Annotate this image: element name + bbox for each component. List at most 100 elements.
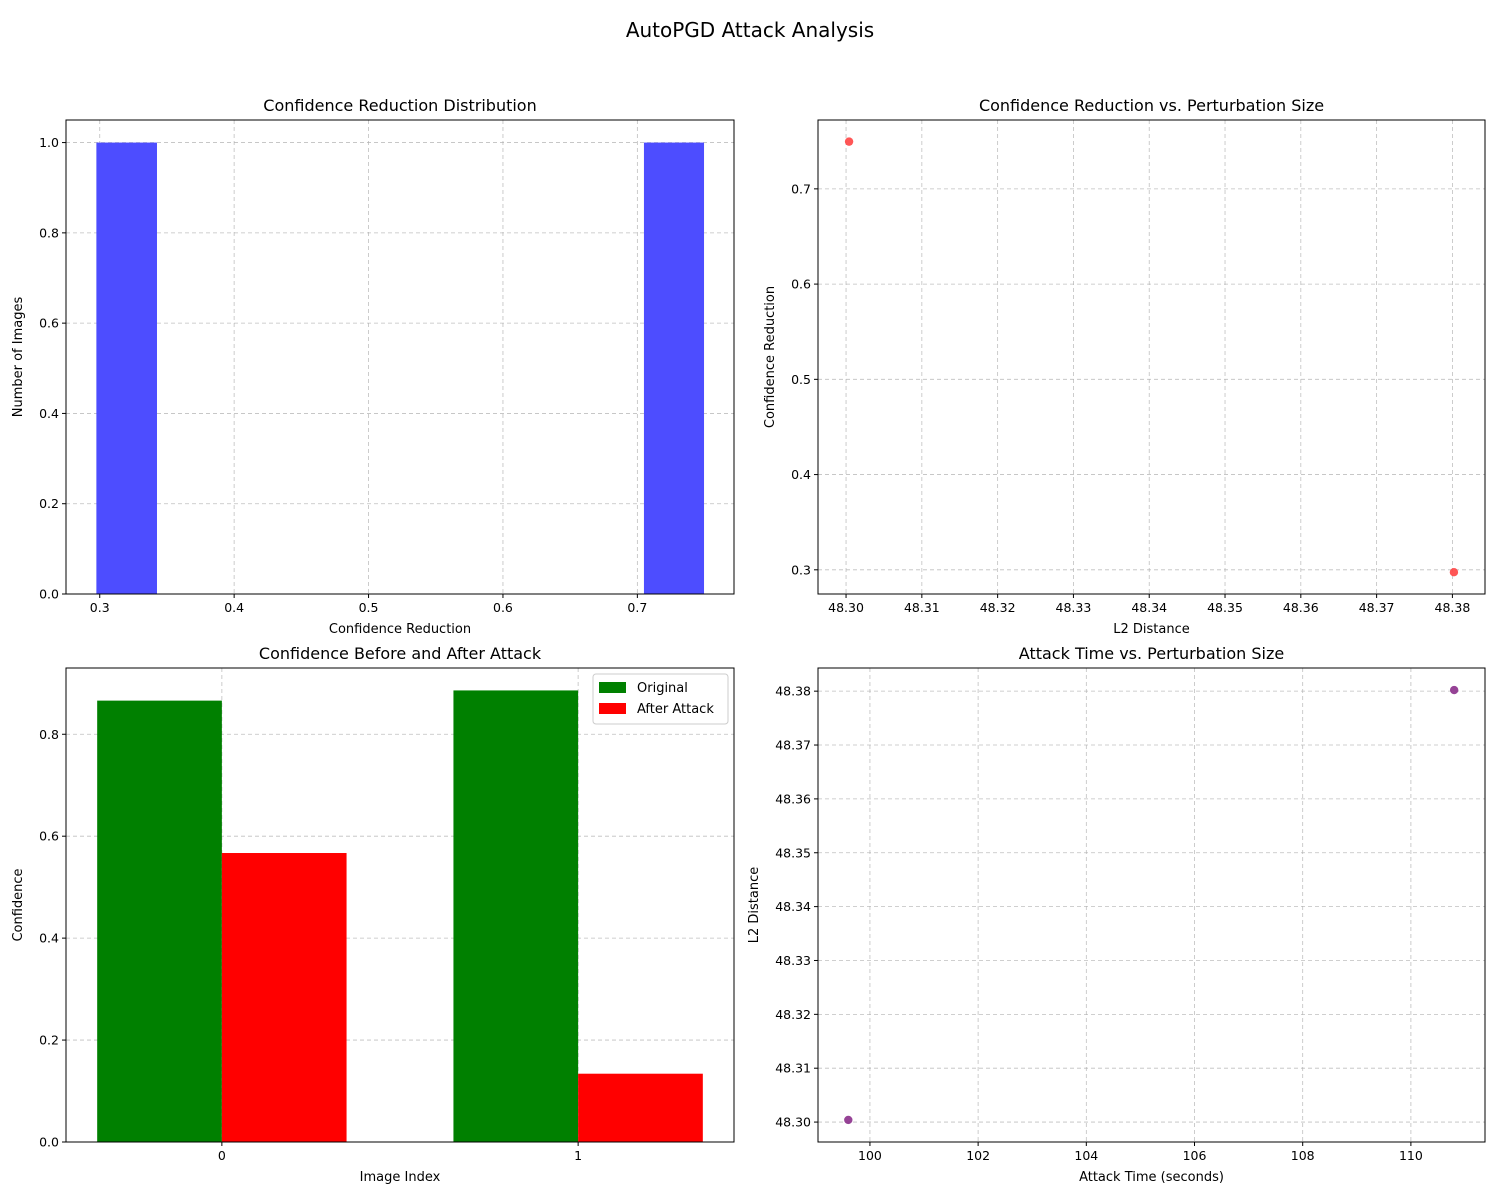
scatter2-y-tick-label: 48.35 <box>775 845 811 860</box>
bars-y-tick-label: 0.4 <box>39 931 59 946</box>
scatter2-y-tick-label: 48.31 <box>775 1061 811 1076</box>
scatter2-x-tick-label: 104 <box>1074 1148 1098 1163</box>
hist-y-tick-label: 0.8 <box>39 225 59 240</box>
scatter1-marks <box>844 137 1459 577</box>
scatter2-axes-frame <box>817 667 1486 1143</box>
hist-y-tick-label: 0.2 <box>39 496 59 511</box>
scatter2-point-0 <box>844 1115 853 1125</box>
scatter1-y-tick-label: 0.4 <box>791 467 811 482</box>
legend-label: Original <box>637 681 688 696</box>
scatter2-y-tick-label: 48.37 <box>775 738 811 753</box>
scatter1-x-tick-label: 48.31 <box>904 600 940 615</box>
scatter2-x-tick-label: 108 <box>1291 1148 1315 1163</box>
scatter1-y-axis-label: Confidence Reduction <box>763 286 778 428</box>
bars-x-axis-label: Image Index <box>360 1170 441 1185</box>
bars-title: Confidence Before and After Attack <box>259 644 542 663</box>
scatter1-x-ticks: 48.30 48.31 48.32 48.33 48.34 48.35 48.36 48.37… <box>828 594 1470 615</box>
bars-legend: Original After Attack <box>592 673 729 725</box>
hist-x-tick-label: 0.4 <box>224 600 244 615</box>
scatter1-x-axis-label: L2 Distance <box>1113 622 1190 637</box>
hist-x-ticks: 0.3 0.4 0.5 0.6 0.7 <box>90 594 647 615</box>
bars-y-ticks: 0.0 0.2 0.4 0.6 0.8 <box>39 727 66 1150</box>
scatter1-point-0 <box>844 137 854 146</box>
bars-marks <box>97 690 703 1142</box>
scatter2-y-tick-label: 48.34 <box>775 899 811 914</box>
scatter2-y-ticks: 48.30 48.31 48.32 48.33 48.34 48.35 48.36 48.37… <box>775 684 818 1130</box>
scatter1-grid <box>818 120 1485 594</box>
scatter1-x-tick-label: 48.30 <box>828 600 864 615</box>
scatter2-y-tick-label: 48.36 <box>775 791 811 806</box>
scatter1-y-tick-label: 0.6 <box>791 277 811 292</box>
scatter1-x-tick-label: 48.36 <box>1283 600 1319 615</box>
hist-grid <box>66 120 734 595</box>
bar-original-0 <box>97 700 222 1142</box>
hist-x-tick-label: 0.3 <box>90 600 110 615</box>
scatter1-y-tick-label: 0.7 <box>791 181 811 196</box>
scatter2-y-tick-label: 48.32 <box>775 1007 811 1022</box>
scatter1-axes-frame <box>817 119 1486 595</box>
scatter1-x-tick-label: 48.37 <box>1359 600 1395 615</box>
scatter2-x-ticks: 100 102 104 106 108 110 <box>858 1142 1423 1163</box>
scatter2-point-1 <box>1449 685 1459 695</box>
scatter1-x-tick-label: 48.34 <box>1131 600 1167 615</box>
hist-panel: 0.3 0.4 0.5 0.6 0.7 0.0 0.2 0.4 0.6 0.8 1.0 Confide… <box>11 96 735 637</box>
scatter1-panel: 48.30 48.31 48.32 48.33 48.34 48.35 48.36 48.37… <box>763 96 1486 637</box>
hist-y-tick-label: 0.6 <box>39 316 59 331</box>
bars-y-tick-label: 0.0 <box>39 1135 59 1150</box>
bar-after-attack-0 <box>221 853 347 1142</box>
bar-original-1 <box>453 690 579 1142</box>
bars-axes-frame <box>65 667 735 1143</box>
scatter2-panel: 100 102 104 106 108 11048.3048.3148.3248.3348… <box>747 644 1486 1185</box>
scatter2-y-tick-label: 48.33 <box>775 953 811 968</box>
scatter2-y-tick-label: 48.38 <box>775 684 811 699</box>
scatter1-title: Confidence Reduction vs. Perturbation Si… <box>979 96 1324 115</box>
scatter1-x-tick-label: 48.32 <box>980 600 1016 615</box>
hist-marks <box>96 142 705 595</box>
scatter1-y-tick-label: 0.5 <box>791 372 811 387</box>
scatter2-x-tick-label: 102 <box>966 1148 990 1163</box>
scatter2-x-tick-label: 106 <box>1183 1148 1207 1163</box>
hist-y-tick-label: 1.0 <box>39 135 59 150</box>
legend-label: After Attack <box>637 702 714 717</box>
scatter2-x-tick-label: 110 <box>1399 1148 1423 1163</box>
hist-x-tick-label: 0.5 <box>359 600 379 615</box>
bars-y-tick-label: 0.8 <box>39 727 59 742</box>
bars-x-tick-label: 0 <box>218 1148 226 1163</box>
scatter2-grid <box>818 668 1485 1142</box>
scatter1-x-tick-label: 48.35 <box>1207 600 1243 615</box>
legend-swatch-original <box>599 682 626 693</box>
bars-y-tick-label: 0.2 <box>39 1033 59 1048</box>
legend-swatch-after-attack <box>599 703 626 714</box>
hist-x-tick-label: 0.7 <box>627 600 647 615</box>
hist-y-ticks: 0.0 0.2 0.4 0.6 0.8 1.0 <box>39 135 66 602</box>
scatter1-y-ticks: 0.3 0.4 0.5 0.6 0.7 <box>791 181 818 577</box>
scatter2-marks <box>844 685 1459 1125</box>
scatter2-x-axis-label: Attack Time (seconds) <box>1079 1170 1224 1185</box>
scatter2-x-tick-label: 100 <box>858 1148 882 1163</box>
bars-y-tick-label: 0.6 <box>39 829 59 844</box>
hist-bar-1 <box>643 142 705 595</box>
hist-axes-frame <box>65 119 735 595</box>
hist-x-axis-label: Confidence Reduction <box>329 622 471 637</box>
hist-bar-0 <box>96 142 157 595</box>
bar-after-attack-1 <box>578 1073 703 1142</box>
figure-title: AutoPGD Attack Analysis <box>625 18 875 42</box>
legend-box <box>592 673 729 725</box>
scatter2-title: Attack Time vs. Perturbation Size <box>1019 644 1284 663</box>
bars-x-tick-label: 1 <box>574 1148 582 1163</box>
hist-x-tick-label: 0.6 <box>493 600 513 615</box>
hist-y-axis-label: Number of Images <box>11 297 26 418</box>
hist-title: Confidence Reduction Distribution <box>263 96 536 115</box>
hist-y-tick-label: 0.0 <box>39 587 59 602</box>
scatter1-y-tick-label: 0.3 <box>791 562 811 577</box>
scatter2-y-tick-label: 48.30 <box>775 1115 811 1130</box>
scatter1-x-tick-label: 48.38 <box>1435 600 1471 615</box>
scatter1-x-tick-label: 48.33 <box>1056 600 1092 615</box>
scatter2-y-axis-label: L2 Distance <box>747 867 762 944</box>
hist-y-tick-label: 0.4 <box>39 406 59 421</box>
scatter1-point-1 <box>1449 567 1459 577</box>
